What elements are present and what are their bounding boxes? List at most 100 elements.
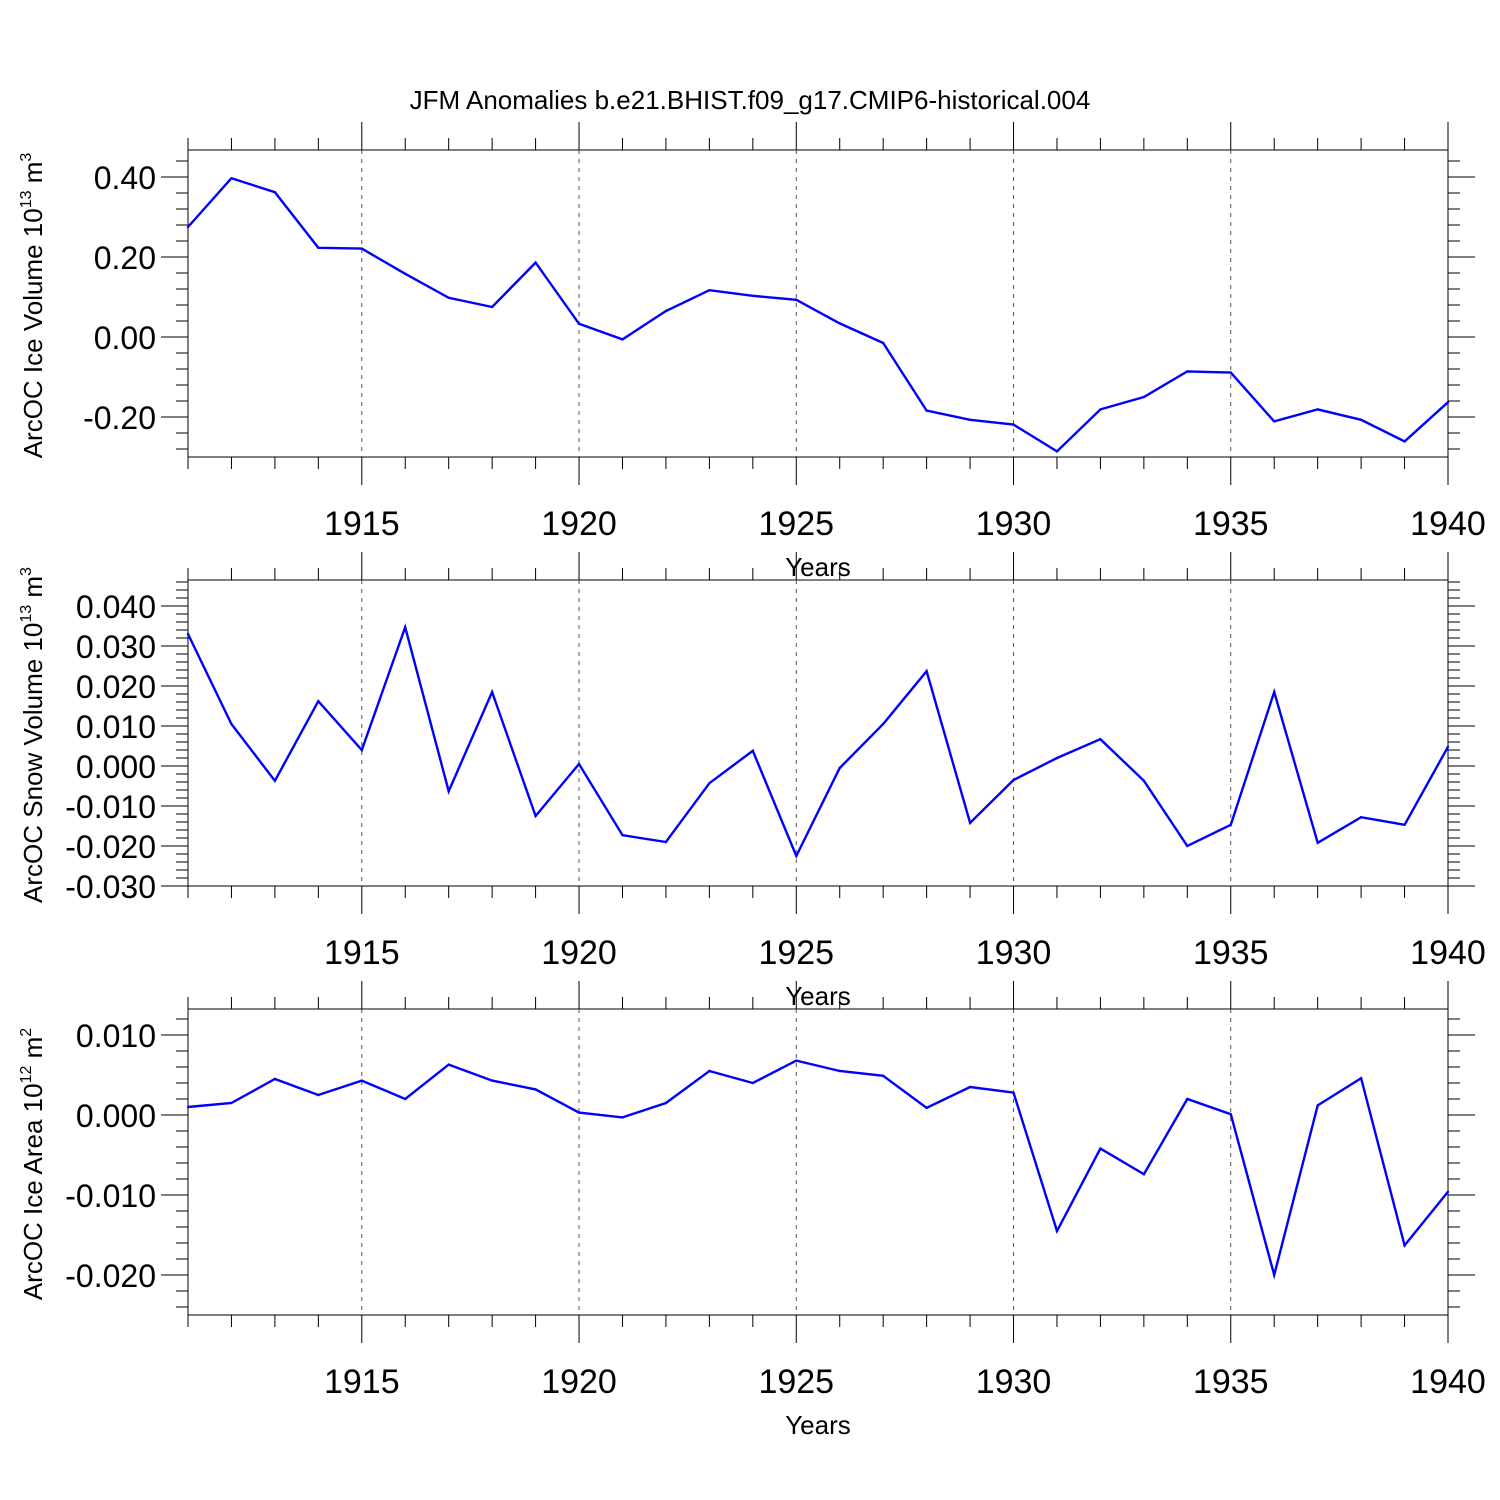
data-point <box>1055 1229 1059 1233</box>
x-tick-label: 1940 <box>1410 1363 1486 1401</box>
x-tick-label: 1930 <box>976 934 1052 972</box>
y-tick-label: 0.040 <box>76 589 156 625</box>
x-axis-label: Years <box>785 1410 851 1440</box>
data-point <box>1012 778 1015 782</box>
data-point <box>273 191 277 194</box>
data-point <box>751 749 755 752</box>
x-tick-label: 1925 <box>758 934 834 972</box>
y-tick-label: -0.20 <box>83 400 156 436</box>
y-tick-label: 0.00 <box>94 320 156 356</box>
data-point <box>273 1077 277 1081</box>
plot-frame <box>187 579 1449 887</box>
data-point <box>230 1101 233 1105</box>
data-point <box>317 1093 320 1097</box>
y-tick-label: -0.030 <box>65 869 156 905</box>
data-point <box>1012 1091 1015 1094</box>
data-point <box>447 296 450 299</box>
data-point <box>186 1105 190 1109</box>
data-point <box>534 261 537 264</box>
x-tick-label: 1915 <box>324 1363 400 1401</box>
data-point <box>1186 844 1189 848</box>
y-tick-label: 0.010 <box>76 709 156 745</box>
data-point <box>317 700 320 703</box>
y-tick-label: 0.000 <box>76 749 156 785</box>
x-tick-label: 1935 <box>1193 505 1269 543</box>
y-axis-label: ArcOC Ice Volume 1013 m3 <box>18 153 48 459</box>
data-point <box>664 840 668 844</box>
data-point <box>795 854 798 858</box>
data-point <box>708 1069 711 1073</box>
data-point <box>1359 1077 1363 1080</box>
data-point <box>404 1097 407 1101</box>
x-tick-label: 1935 <box>1193 1363 1269 1401</box>
data-point <box>1055 756 1059 760</box>
x-tick-label: 1920 <box>541 934 617 972</box>
data-point <box>708 289 711 292</box>
y-tick-label: 0.40 <box>94 160 156 196</box>
x-tick-label: 1920 <box>541 1363 617 1401</box>
data-point <box>968 418 972 421</box>
data-point <box>621 338 624 341</box>
x-tick-label: 1940 <box>1410 934 1486 972</box>
data-point <box>1316 1104 1319 1107</box>
data-point <box>1316 408 1319 411</box>
data-point <box>881 1074 885 1078</box>
data-point <box>795 1059 798 1062</box>
data-point <box>968 1085 972 1089</box>
panel-1: 1915 1920 1925 1930 1935 1940 Years 0.40 0.20 0.0… <box>18 122 1486 582</box>
data-point <box>621 834 624 837</box>
series-line <box>187 176 1449 453</box>
data-point <box>1229 371 1232 374</box>
x-tick-label: 1935 <box>1193 934 1269 972</box>
data-point <box>1359 816 1363 819</box>
data-point <box>1142 779 1146 782</box>
y-tick-label: 0.20 <box>94 240 156 276</box>
data-point <box>404 626 407 629</box>
data-point <box>1273 690 1276 694</box>
series-line <box>187 1059 1449 1280</box>
data-point <box>1099 1147 1102 1150</box>
data-point <box>1099 738 1102 741</box>
x-tick-label: 1925 <box>758 505 834 543</box>
x-tick-label: 1930 <box>976 1363 1052 1401</box>
data-point <box>1229 823 1232 826</box>
data-point <box>534 814 537 818</box>
y-tick-label: -0.010 <box>65 789 156 825</box>
data-point <box>490 1079 494 1082</box>
data-point <box>577 322 581 325</box>
x-axis-label: Years <box>785 552 851 582</box>
data-point <box>1142 395 1146 399</box>
data-point <box>317 246 320 249</box>
data-point <box>360 247 363 250</box>
data-point <box>708 782 711 785</box>
data-point <box>881 722 885 726</box>
x-tick-label: 1920 <box>541 505 617 543</box>
data-point <box>664 309 668 313</box>
data-point <box>230 177 233 180</box>
chart-title: JFM Anomalies b.e21.BHIST.f09_g17.CMIP6-… <box>410 85 1091 115</box>
data-point <box>795 298 798 301</box>
panel-3: 1915 1920 1925 1930 1935 1940 Years 0.010 0.000 -… <box>18 981 1486 1440</box>
y-tick-label: -0.020 <box>65 829 156 865</box>
data-point <box>1446 1190 1450 1194</box>
data-point <box>1446 401 1450 404</box>
y-tick-label: 0.000 <box>76 1098 156 1134</box>
data-point <box>447 790 450 793</box>
data-point <box>838 766 841 770</box>
x-tick-label: 1930 <box>976 505 1052 543</box>
series-line <box>186 623 1450 859</box>
y-tick-label: 0.020 <box>76 669 156 705</box>
y-tick-label: -0.020 <box>65 1258 156 1294</box>
x-tick-label: 1940 <box>1410 505 1486 543</box>
data-point <box>925 1106 928 1110</box>
x-axis-label: Years <box>785 981 851 1011</box>
y-tick-label: 0.030 <box>76 629 156 665</box>
chart-panels: 1915 1920 1925 1930 1935 1940 Years 0.40 0.20 0.0… <box>18 122 1486 1440</box>
data-point <box>577 762 581 766</box>
plot-frame <box>187 1008 1449 1316</box>
y-axis-label: ArcOC Snow Volume 1013 m3 <box>18 567 48 903</box>
data-point <box>1403 440 1406 443</box>
data-point <box>1316 841 1319 844</box>
panel-2: 1915 1920 1925 1930 1935 1940 Years 0.040 0.030 0… <box>18 552 1486 1011</box>
data-point <box>1012 423 1015 426</box>
